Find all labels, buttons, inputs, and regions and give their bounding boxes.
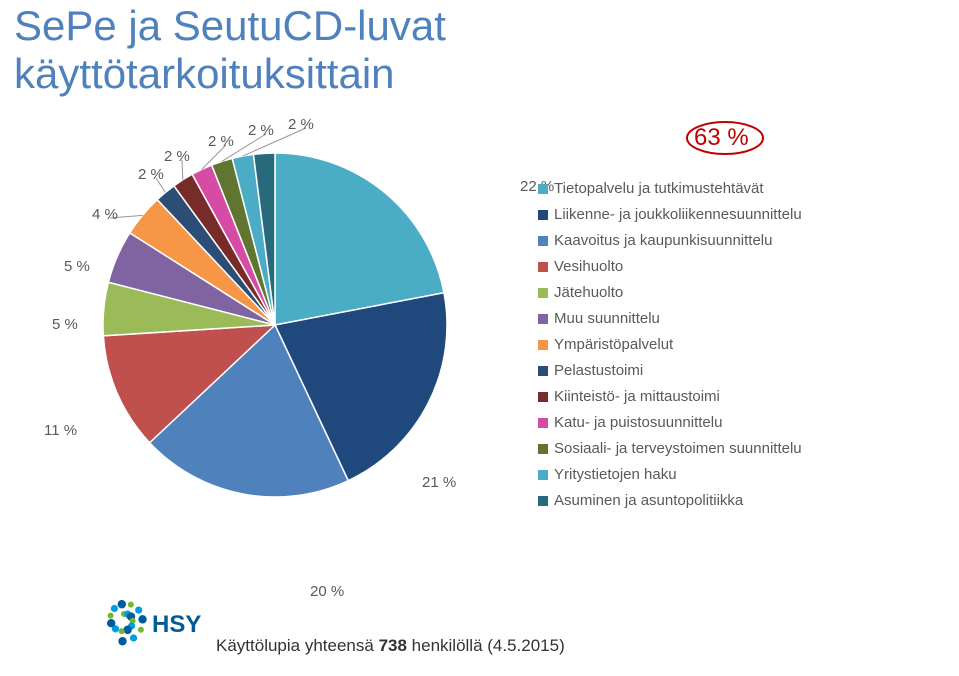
legend-item: Yritystietojen haku xyxy=(538,466,802,483)
pct-label: 5 % xyxy=(52,316,78,333)
legend: Tietopalvelu ja tutkimustehtävät Liikenne… xyxy=(538,180,802,518)
legend-label: Kiinteistö- ja mittaustoimi xyxy=(554,388,720,405)
legend-label: Tietopalvelu ja tutkimustehtävät xyxy=(554,180,764,197)
pie-chart: 22 %21 %11 %5 %5 %4 %2 %2 %2 %2 %2 % xyxy=(80,130,470,520)
pct-label: 5 % xyxy=(64,258,90,275)
legend-item: Vesihuolto xyxy=(538,258,802,275)
legend-swatch xyxy=(538,236,548,246)
footer-bold: 738 xyxy=(379,636,412,655)
legend-swatch xyxy=(538,470,548,480)
title-line1: SePe ja SeutuCD-luvat xyxy=(14,2,446,49)
legend-item: Kiinteistö- ja mittaustoimi xyxy=(538,388,802,405)
pct-label: 21 % xyxy=(422,474,456,491)
legend-label: Jätehuolto xyxy=(554,284,623,301)
legend-item: Katu- ja puistosuunnittelu xyxy=(538,414,802,431)
legend-item: Jätehuolto xyxy=(538,284,802,301)
legend-swatch xyxy=(538,340,548,350)
pct-label: 2 % xyxy=(288,116,314,133)
legend-swatch xyxy=(538,210,548,220)
legend-swatch xyxy=(538,314,548,324)
legend-swatch xyxy=(538,444,548,454)
legend-item: Asuminen ja asuntopolitiikka xyxy=(538,492,802,509)
pct-label: 2 % xyxy=(208,133,234,150)
legend-item: Ympäristöpalvelut xyxy=(538,336,802,353)
hsy-logo: HSY xyxy=(98,586,206,662)
legend-label: Sosiaali- ja terveystoimen suunnittelu xyxy=(554,440,802,457)
legend-label: Yritystietojen haku xyxy=(554,466,677,483)
legend-swatch xyxy=(538,366,548,376)
legend-swatch xyxy=(538,392,548,402)
legend-item: Pelastustoimi xyxy=(538,362,802,379)
floating-20-label: 20 % xyxy=(310,583,344,600)
pct-label: 11 % xyxy=(44,422,77,439)
footer-text: Käyttölupia yhteensä 738 henkilöllä (4.5… xyxy=(216,636,565,656)
legend-swatch xyxy=(538,496,548,506)
pct-label: 2 % xyxy=(248,122,274,139)
legend-label: Liikenne- ja joukkoliikennesuunnittelu xyxy=(554,206,802,223)
legend-item: Muu suunnittelu xyxy=(538,310,802,327)
logo-text: HSY xyxy=(152,611,201,638)
footer-suffix: henkilöllä (4.5.2015) xyxy=(412,636,565,655)
legend-item: Tietopalvelu ja tutkimustehtävät xyxy=(538,180,802,197)
legend-item: Kaavoitus ja kaupunkisuunnittelu xyxy=(538,232,802,249)
legend-label: Vesihuolto xyxy=(554,258,623,275)
legend-item: Liikenne- ja joukkoliikennesuunnittelu xyxy=(538,206,802,223)
legend-label: Asuminen ja asuntopolitiikka xyxy=(554,492,743,509)
legend-swatch xyxy=(538,288,548,298)
pct-label: 2 % xyxy=(138,166,164,183)
pct-label: 2 % xyxy=(164,148,190,165)
callout-value: 63 % xyxy=(694,124,749,151)
page-title: SePe ja SeutuCD-luvat käyttötarkoituksit… xyxy=(14,2,446,99)
legend-swatch xyxy=(538,262,548,272)
title-line2: käyttötarkoituksittain xyxy=(14,50,395,97)
footer-prefix: Käyttölupia yhteensä xyxy=(216,636,379,655)
legend-swatch xyxy=(538,418,548,428)
legend-item: Sosiaali- ja terveystoimen suunnittelu xyxy=(538,440,802,457)
callout-63pct: 63 % xyxy=(694,124,756,154)
legend-label: Muu suunnittelu xyxy=(554,310,660,327)
legend-label: Katu- ja puistosuunnittelu xyxy=(554,414,722,431)
legend-label: Kaavoitus ja kaupunkisuunnittelu xyxy=(554,232,772,249)
pct-label: 4 % xyxy=(92,206,118,223)
legend-label: Ympäristöpalvelut xyxy=(554,336,673,353)
legend-label: Pelastustoimi xyxy=(554,362,643,379)
legend-swatch xyxy=(538,184,548,194)
